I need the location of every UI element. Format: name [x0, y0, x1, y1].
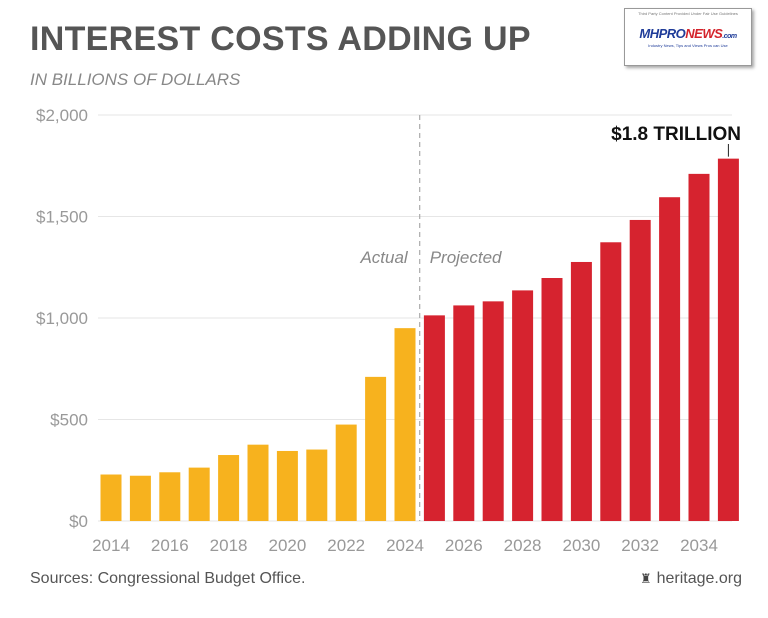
x-tick-label: 2022 [327, 536, 365, 555]
x-tick-label: 2014 [92, 536, 130, 555]
actual-label: Actual [359, 248, 408, 267]
y-tick-label: $2,000 [36, 106, 88, 125]
x-tick-label: 2034 [680, 536, 718, 555]
x-tick-label: 2018 [210, 536, 248, 555]
projected-bar [718, 159, 739, 521]
actual-bar [336, 425, 357, 521]
actual-bar [130, 476, 151, 521]
bell-icon: ♜ [640, 571, 652, 586]
projected-bar [453, 305, 474, 521]
projected-bar [512, 290, 533, 521]
x-tick-label: 2016 [151, 536, 189, 555]
projected-bar [630, 220, 651, 521]
actual-bar [365, 377, 386, 521]
actual-bar [189, 468, 210, 521]
actual-bar [277, 451, 298, 521]
actual-bar [248, 445, 269, 521]
y-tick-label: $1,500 [36, 208, 88, 227]
projected-bar [542, 278, 563, 521]
projected-bar [659, 197, 680, 521]
annotation-label: $1.8 TRILLION [611, 124, 741, 145]
projected-bar [424, 315, 445, 521]
actual-bar [306, 450, 327, 521]
x-tick-label: 2028 [504, 536, 542, 555]
x-tick-label: 2030 [562, 536, 600, 555]
credit-text: heritage.org [657, 570, 742, 587]
actual-bar [218, 455, 239, 521]
source-note: Sources: Congressional Budget Office. [30, 570, 305, 588]
projected-label: Projected [430, 248, 502, 267]
x-tick-label: 2020 [268, 536, 306, 555]
projected-bar [571, 262, 592, 521]
projected-bar [600, 242, 621, 521]
actual-bar [395, 328, 416, 521]
x-tick-label: 2024 [386, 536, 424, 555]
y-tick-label: $0 [69, 512, 88, 531]
x-tick-label: 2032 [621, 536, 659, 555]
actual-bar [101, 475, 122, 521]
projected-bar [689, 174, 710, 521]
y-tick-label: $1,000 [36, 309, 88, 328]
y-tick-label: $500 [50, 411, 88, 430]
x-tick-label: 2026 [445, 536, 483, 555]
actual-bar [159, 472, 180, 521]
heritage-credit: ♜ heritage.org [640, 570, 742, 588]
projected-bar [483, 301, 504, 521]
